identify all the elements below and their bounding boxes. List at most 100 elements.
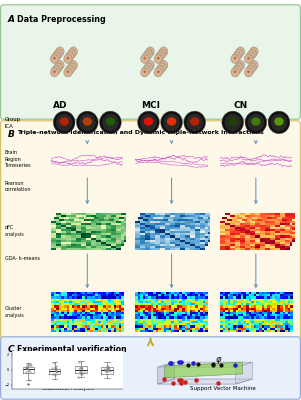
Ellipse shape — [56, 114, 73, 131]
Ellipse shape — [159, 68, 161, 71]
Text: C: C — [8, 345, 14, 354]
Ellipse shape — [162, 63, 165, 66]
Ellipse shape — [234, 63, 243, 72]
Point — [179, 377, 184, 383]
Point — [195, 361, 200, 367]
Ellipse shape — [140, 114, 157, 131]
Ellipse shape — [144, 49, 153, 59]
Ellipse shape — [248, 49, 256, 59]
Ellipse shape — [245, 55, 252, 62]
Ellipse shape — [249, 68, 252, 71]
Point — [78, 369, 83, 376]
Ellipse shape — [145, 68, 148, 71]
Ellipse shape — [271, 114, 287, 131]
Point — [103, 367, 108, 373]
Polygon shape — [158, 362, 252, 367]
Ellipse shape — [145, 50, 151, 58]
Ellipse shape — [253, 63, 255, 66]
Ellipse shape — [57, 66, 60, 68]
Text: Experimental verification: Experimental verification — [17, 345, 126, 354]
Ellipse shape — [65, 65, 74, 75]
Ellipse shape — [162, 50, 165, 52]
Ellipse shape — [149, 63, 152, 66]
Point — [78, 364, 83, 370]
Ellipse shape — [251, 66, 253, 68]
Point — [27, 362, 32, 368]
Ellipse shape — [147, 48, 153, 55]
Ellipse shape — [142, 65, 151, 75]
Ellipse shape — [55, 50, 61, 58]
Point — [106, 365, 111, 372]
Point — [105, 366, 110, 372]
Point — [23, 364, 28, 370]
Ellipse shape — [67, 53, 73, 60]
Ellipse shape — [68, 50, 75, 58]
Ellipse shape — [145, 64, 151, 71]
Ellipse shape — [69, 47, 78, 56]
Ellipse shape — [64, 54, 72, 64]
Point — [52, 364, 57, 370]
Ellipse shape — [65, 69, 71, 76]
Ellipse shape — [157, 53, 163, 60]
Ellipse shape — [235, 68, 238, 71]
Point — [104, 367, 109, 374]
Point — [168, 360, 172, 366]
Ellipse shape — [225, 114, 241, 131]
Ellipse shape — [250, 47, 258, 56]
Ellipse shape — [58, 63, 61, 66]
Ellipse shape — [251, 117, 261, 126]
Ellipse shape — [234, 53, 240, 60]
Ellipse shape — [251, 48, 257, 55]
Point — [53, 363, 58, 370]
Text: MCI: MCI — [141, 101, 160, 110]
Ellipse shape — [186, 114, 203, 131]
Point — [162, 376, 166, 382]
Ellipse shape — [146, 47, 154, 56]
Ellipse shape — [144, 66, 150, 73]
Point — [54, 368, 59, 374]
Ellipse shape — [249, 50, 255, 58]
Ellipse shape — [67, 57, 69, 60]
Ellipse shape — [55, 64, 61, 71]
Text: Support Vector Machine: Support Vector Machine — [190, 386, 256, 391]
Ellipse shape — [248, 63, 256, 72]
Ellipse shape — [149, 50, 152, 52]
Point — [107, 368, 112, 374]
Text: GDA- k-means: GDA- k-means — [5, 256, 39, 261]
Point — [82, 368, 86, 375]
Point — [77, 365, 82, 371]
Ellipse shape — [247, 53, 253, 60]
Ellipse shape — [100, 111, 121, 134]
Ellipse shape — [102, 114, 119, 131]
Point — [219, 362, 224, 368]
Point — [53, 368, 58, 375]
Ellipse shape — [142, 69, 148, 76]
Ellipse shape — [53, 70, 56, 73]
Point — [79, 364, 83, 371]
Point — [79, 369, 84, 376]
Polygon shape — [158, 362, 175, 384]
Ellipse shape — [76, 111, 98, 134]
Point — [53, 366, 58, 372]
Point — [29, 362, 33, 368]
Ellipse shape — [156, 52, 164, 61]
Ellipse shape — [167, 117, 176, 126]
Ellipse shape — [72, 50, 75, 52]
Ellipse shape — [245, 111, 267, 134]
Point — [54, 369, 59, 375]
Point — [211, 362, 216, 368]
Ellipse shape — [144, 63, 153, 72]
Ellipse shape — [157, 49, 166, 59]
Ellipse shape — [53, 66, 59, 73]
Point — [27, 377, 32, 383]
Point — [211, 361, 216, 367]
Ellipse shape — [250, 60, 258, 70]
FancyBboxPatch shape — [1, 337, 300, 399]
Point — [25, 362, 29, 368]
Point — [179, 358, 184, 365]
Point — [52, 371, 57, 378]
Point — [104, 369, 109, 375]
Text: B: B — [8, 130, 14, 138]
Ellipse shape — [67, 63, 76, 72]
Ellipse shape — [239, 50, 242, 52]
